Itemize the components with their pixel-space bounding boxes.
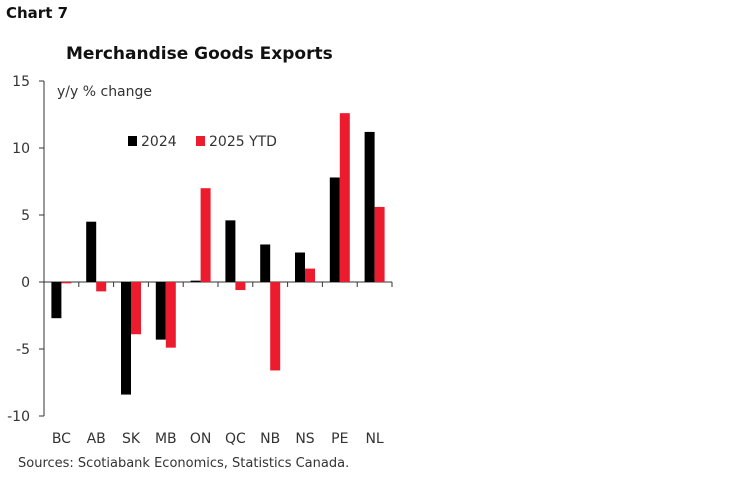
legend-swatch <box>196 136 205 146</box>
x-tick-label: ON <box>190 431 212 447</box>
bar-2025-ytd-nb <box>270 282 281 371</box>
bar-2024-pe <box>329 177 340 282</box>
bar-2025-ytd-mb <box>165 282 176 348</box>
legend-swatch <box>128 136 137 146</box>
bar-2024-mb <box>155 282 166 340</box>
y-tick-label: 0 <box>21 275 30 291</box>
x-tick-label: NB <box>260 431 280 447</box>
y-tick-label: 5 <box>21 208 30 224</box>
bar-2024-nb <box>260 244 271 282</box>
bar-2024-on <box>190 280 201 282</box>
x-tick-label: PE <box>331 431 348 447</box>
legend-label: 2024 <box>141 134 177 150</box>
bar-2024-bc <box>51 282 62 319</box>
y-axis-label: y/y % change <box>57 84 152 100</box>
x-tick-label: SK <box>122 431 141 447</box>
x-tick-label: BC <box>52 431 71 447</box>
bar-2025-ytd-sk <box>131 282 141 335</box>
bar-2025-ytd-ab <box>96 282 107 292</box>
y-tick-label: -10 <box>7 409 30 425</box>
y-tick-label: 10 <box>12 141 30 157</box>
bar-2025-ytd-nl <box>374 206 385 282</box>
bar-2024-sk <box>121 282 131 395</box>
legend-label: 2025 YTD <box>209 134 277 150</box>
x-tick-label: MB <box>155 431 177 447</box>
sources-note: Sources: Scotiabank Economics, Statistic… <box>18 456 350 471</box>
bar-2024-ns <box>295 252 305 282</box>
x-tick-label: QC <box>225 431 246 447</box>
bar-2024-ab <box>86 221 97 282</box>
bar-2024-qc <box>225 220 236 282</box>
bar-2025-ytd-qc <box>235 282 246 291</box>
x-tick-label: NL <box>365 431 383 447</box>
y-tick-label: -5 <box>16 342 30 358</box>
y-tick-label: 15 <box>12 74 30 90</box>
bar-2024-nl <box>364 131 375 282</box>
bar-2025-ytd-pe <box>339 113 350 282</box>
bar-2025-ytd-bc <box>61 282 72 284</box>
x-tick-label: NS <box>295 431 314 447</box>
x-tick-label: AB <box>87 431 106 447</box>
bar-2025-ytd-on <box>200 188 211 282</box>
chart-number: Chart 7 <box>6 4 69 22</box>
bar-2025-ytd-ns <box>305 268 315 282</box>
chart-title: Merchandise Goods Exports <box>66 44 333 64</box>
